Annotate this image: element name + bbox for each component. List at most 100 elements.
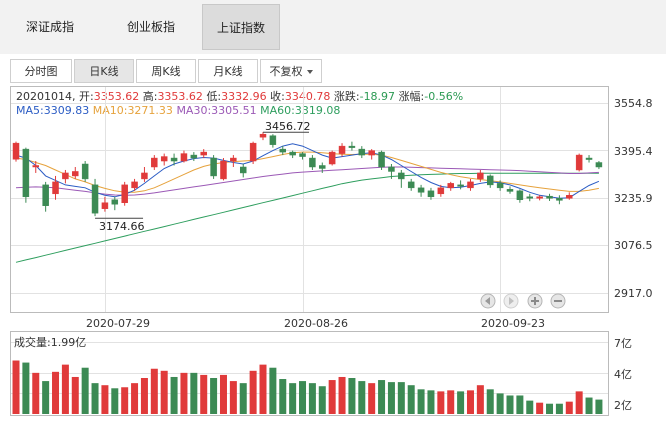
high-label: 高: — [142, 90, 158, 103]
y-tick-label: 3554.8 — [614, 97, 653, 110]
candle — [269, 134, 277, 148]
volume-bar — [427, 390, 435, 414]
candle — [141, 166, 148, 182]
candle — [556, 195, 563, 205]
candle-body — [536, 196, 543, 199]
low-value: 3332.96 — [221, 90, 267, 103]
adjustment-dropdown[interactable]: 不复权 — [260, 59, 322, 83]
volume-bar — [91, 383, 99, 414]
low-annotation-label: 3174.66 — [99, 220, 145, 233]
candle — [91, 178, 99, 217]
ma5-value: MA5:3309.83 — [16, 104, 90, 117]
tab-szse-component[interactable]: 深证成指 — [25, 20, 74, 34]
ma60-value: MA60:3319.08 — [260, 104, 341, 117]
chevron-down-icon — [306, 70, 313, 74]
volume-bar — [526, 400, 534, 414]
chart-nav-controls — [480, 293, 566, 309]
candle-body — [22, 148, 30, 198]
volume-bar — [42, 381, 50, 414]
volume-bar — [121, 387, 129, 414]
volume-bar — [476, 385, 484, 414]
candle-body — [299, 153, 306, 157]
candle-body — [12, 142, 20, 160]
ma30-line — [15, 166, 599, 196]
candle — [506, 186, 514, 194]
volume-bar — [170, 376, 178, 414]
candle-series — [12, 132, 603, 217]
candle-body — [160, 156, 168, 162]
candle-body — [338, 145, 346, 154]
x-tick-label: 2020-07-29 — [86, 317, 150, 330]
volume-bar — [338, 376, 346, 414]
candle — [170, 153, 178, 166]
volume-bar — [387, 382, 395, 414]
candle — [200, 149, 207, 159]
tab-daily-k[interactable]: 日K线 — [74, 59, 134, 83]
volume-bar — [328, 380, 336, 414]
candle — [249, 141, 257, 165]
candle — [279, 146, 287, 156]
volume-bar — [466, 390, 474, 414]
volume-y-tick: 2亿 — [614, 399, 632, 412]
volume-bar — [32, 372, 40, 414]
candle — [368, 149, 375, 160]
ma60-line — [15, 172, 599, 263]
candle — [358, 146, 366, 159]
volume-series — [12, 360, 603, 414]
candle — [427, 187, 435, 200]
volume-bar — [565, 401, 573, 414]
volume-bar — [368, 383, 376, 414]
candle — [160, 153, 168, 166]
arrow-right-icon[interactable] — [503, 293, 519, 309]
candle — [546, 193, 553, 201]
tab-intraday[interactable]: 分时图 — [10, 59, 72, 83]
candle-body — [427, 190, 435, 198]
candle — [526, 193, 534, 202]
volume-bar — [219, 374, 227, 414]
volume-bar — [318, 386, 326, 414]
y-tick-label: 3395.4 — [614, 145, 653, 158]
candle — [52, 175, 59, 200]
zoom-out-icon[interactable] — [550, 293, 566, 309]
arrow-left-icon[interactable] — [480, 293, 496, 309]
candle-body — [457, 184, 464, 187]
volume-y-tick: 7亿 — [614, 337, 632, 350]
high-annotation-label: 3456.72 — [265, 120, 311, 133]
volume-bar — [269, 367, 277, 414]
candle — [111, 196, 119, 211]
volume-bar — [259, 364, 267, 414]
candle-body — [249, 142, 257, 162]
candle — [190, 152, 198, 162]
candle — [477, 169, 484, 182]
tab-weekly-k[interactable]: 周K线 — [136, 59, 196, 83]
volume-bar — [506, 395, 514, 414]
volume-bar — [397, 382, 405, 414]
candle — [180, 150, 188, 163]
candle — [417, 184, 425, 197]
volume-bar — [81, 367, 89, 414]
tab-sse-composite[interactable]: 上证指数 — [202, 4, 280, 50]
volume-bar — [229, 381, 237, 414]
candle-body — [407, 181, 415, 189]
pct-label: 涨幅: — [398, 90, 425, 103]
y-tick-label: 3235.9 — [614, 192, 653, 205]
candle-body — [259, 133, 267, 138]
tab-chinext[interactable]: 创业板指 — [126, 20, 175, 34]
candle — [407, 178, 415, 191]
candle-body — [516, 190, 524, 201]
candle-body — [141, 172, 148, 180]
pct-value: -0.56% — [424, 90, 464, 103]
volume-bar — [555, 403, 563, 414]
volume-bar — [180, 372, 188, 414]
candle-body — [467, 181, 474, 189]
volume-bar — [239, 383, 247, 414]
tab-monthly-k[interactable]: 月K线 — [198, 59, 258, 83]
zoom-in-icon[interactable] — [527, 293, 543, 309]
volume-bar — [200, 374, 208, 414]
candle-body — [368, 150, 375, 156]
candle — [299, 152, 306, 160]
volume-bar — [546, 403, 554, 414]
y-tick-label: 2917.0 — [614, 287, 653, 300]
ma10-line — [15, 151, 599, 193]
